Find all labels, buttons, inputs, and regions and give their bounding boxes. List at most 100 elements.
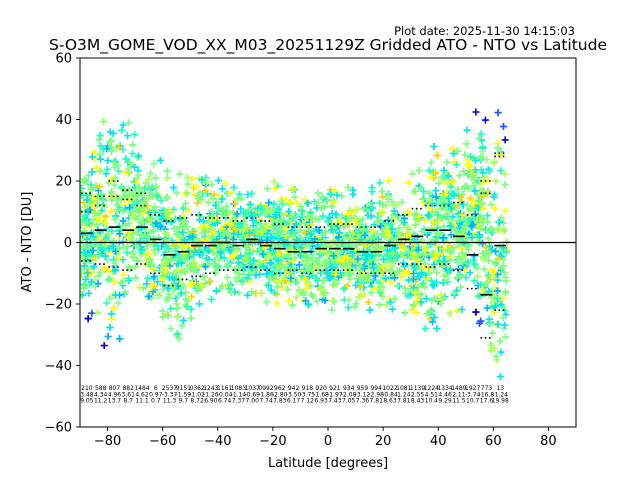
scatter-point <box>152 219 160 227</box>
scatter-point <box>188 279 196 287</box>
scatter-point <box>82 202 90 210</box>
scatter-point <box>300 196 308 203</box>
scatter-point <box>415 166 423 174</box>
scatter-point <box>306 208 314 216</box>
scatter-point <box>419 251 427 259</box>
scatter-point <box>164 209 172 217</box>
scatter-point <box>367 212 375 220</box>
scatter-point <box>332 210 340 218</box>
scatter-point <box>157 223 165 230</box>
bin-count-label: 942 <box>288 385 300 392</box>
scatter-point <box>373 243 381 251</box>
y-tick-label: −20 <box>45 298 72 313</box>
scatter-point <box>133 228 141 236</box>
scatter-point <box>498 214 506 222</box>
bin-mean-label: -3.74 <box>465 391 481 398</box>
scatter-point <box>80 262 88 270</box>
scatter-point <box>320 263 328 271</box>
scatter-point <box>129 141 137 149</box>
scatter-point <box>313 297 321 305</box>
scatter-point <box>368 188 376 196</box>
scatter-point <box>411 221 419 229</box>
scatter-point <box>149 192 156 200</box>
scatter-point <box>462 220 470 228</box>
scatter-point <box>484 212 492 220</box>
bin-count-label: 921 <box>329 385 341 392</box>
scatter-point <box>489 329 496 337</box>
scatter-point <box>235 259 243 267</box>
scatter-point <box>210 195 218 203</box>
scatter-point <box>203 223 211 231</box>
bin-count-label: 1334 <box>437 385 452 392</box>
scatter-point <box>440 294 448 302</box>
bin-std-label: 9.29 <box>438 397 452 404</box>
scatter-point <box>481 116 489 124</box>
scatter-point <box>143 195 151 203</box>
scatter-point <box>391 295 399 303</box>
scatter-point <box>187 305 195 313</box>
scatter-point <box>183 242 191 250</box>
scatter-point <box>271 221 279 229</box>
bin-mean-label: -1.02 <box>189 391 205 398</box>
bin-mean-label: 3.61 <box>122 391 136 398</box>
scatter-point <box>139 218 147 226</box>
bin-std-label: 10.7 <box>466 397 480 404</box>
scatter-point <box>173 189 180 197</box>
scatter-point <box>231 288 239 296</box>
scatter-point <box>430 143 438 150</box>
scatter-point <box>495 218 502 226</box>
scatter-point <box>475 176 483 184</box>
scatter-point <box>174 312 182 320</box>
scatter-point <box>379 263 387 271</box>
scatter-point <box>370 264 377 272</box>
bin-count-label: 1083 <box>231 385 246 392</box>
scatter-point <box>328 263 335 271</box>
bin-mean-label: -1.68 <box>313 391 329 398</box>
scatter-point <box>404 292 412 300</box>
scatter-point <box>178 321 186 329</box>
bin-mean-label: -1.14 <box>231 391 247 398</box>
scatter-point <box>132 263 140 271</box>
scatter-point <box>470 174 478 181</box>
scatter-point <box>382 233 389 241</box>
scatter-point <box>296 252 304 259</box>
scatter-point <box>337 269 345 277</box>
scatter-point <box>180 224 188 232</box>
scatter-point <box>405 179 413 186</box>
scatter-point <box>446 222 454 230</box>
scatter-point <box>376 199 384 207</box>
scatter-point <box>139 284 147 292</box>
scatter-point <box>206 278 214 285</box>
scatter-point <box>303 263 311 271</box>
scatter-point <box>282 224 290 232</box>
scatter-point <box>314 189 322 197</box>
scatter-point <box>150 160 158 168</box>
bin-std-label: 7.36 <box>356 397 370 404</box>
bin-count-label: 0362 <box>189 385 204 392</box>
scatter-point <box>383 252 391 260</box>
scatter-point <box>433 242 441 250</box>
scatter-point <box>454 210 462 218</box>
scatter-point <box>430 282 438 290</box>
scatter-point <box>494 287 501 295</box>
scatter-point <box>217 198 225 206</box>
scatter-point <box>296 288 304 296</box>
scatter-point <box>384 177 392 184</box>
scatter-point <box>500 269 508 276</box>
scatter-point <box>132 242 140 250</box>
scatter-point <box>322 228 330 236</box>
scatter-point <box>289 185 297 193</box>
scatter-point <box>475 135 483 142</box>
scatter-point <box>159 307 166 315</box>
bin-std-label: 7.81 <box>397 397 411 404</box>
scatter-point <box>108 188 116 195</box>
scatter-point <box>259 263 267 271</box>
scatter-point <box>345 239 353 247</box>
scatter-point <box>193 199 201 207</box>
scatter-point <box>379 292 386 300</box>
scatter-point <box>314 199 322 207</box>
scatter-point <box>111 260 119 267</box>
scatter-point <box>264 204 272 212</box>
scatter-point <box>446 309 454 317</box>
